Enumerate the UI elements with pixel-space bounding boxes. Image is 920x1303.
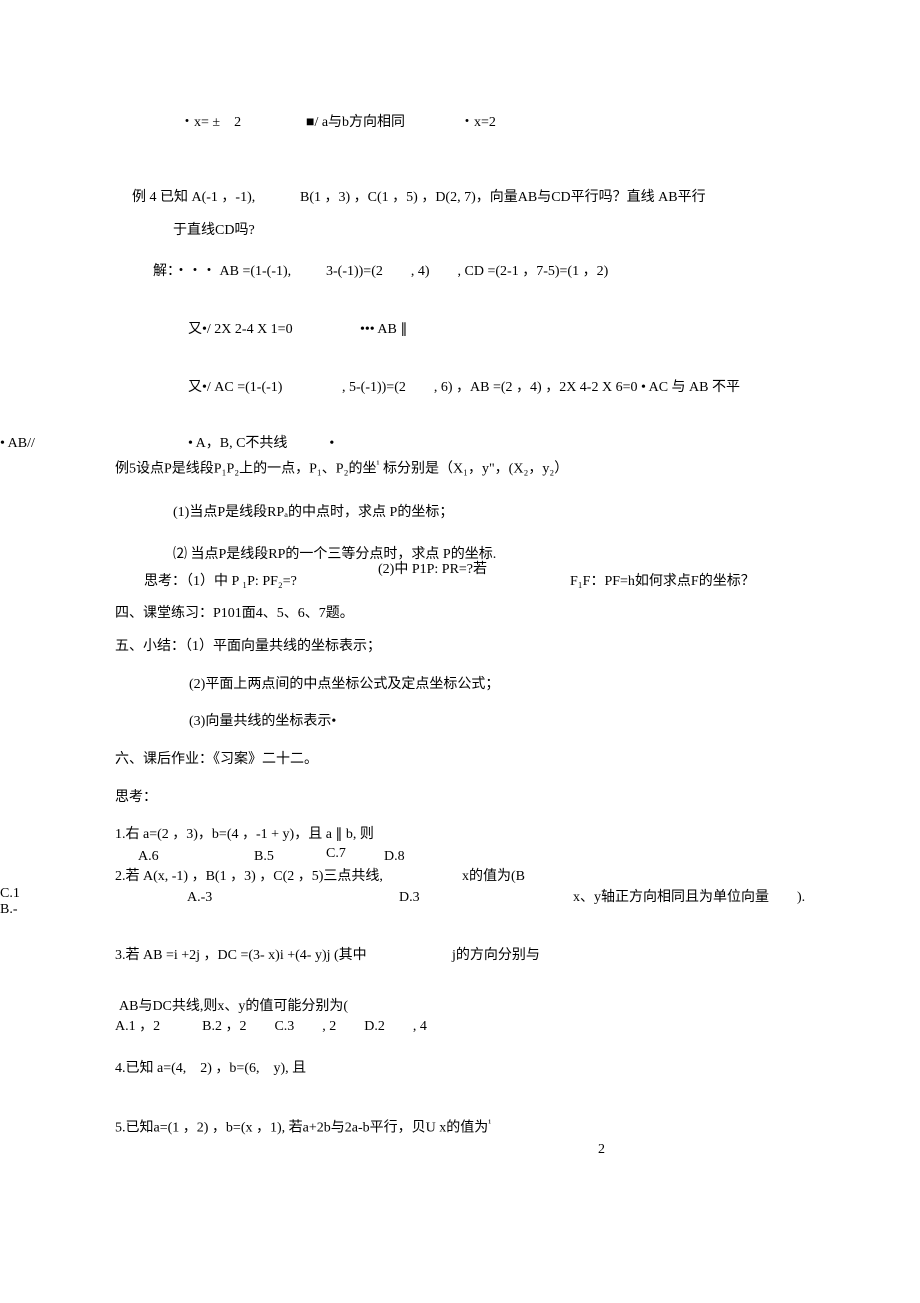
example-5-part1: (1)当点P是线段RPₐ的中点时，求点 P的坐标； xyxy=(173,503,453,523)
example-4-line2: 于直线CD吗? xyxy=(173,221,255,241)
example-4-solution-3b: , 5-(-1))=(2 , 6) ，AB =(2 ，4) ，2X 4-2 X … xyxy=(342,378,740,398)
example-4-line1b: B(1 ，3) ，C(1 ，5) ，D(2, 7)，向量AB与CD平行吗？直线 … xyxy=(300,188,706,208)
superscript: ¹ xyxy=(488,1118,491,1129)
example-5-think-c: F₁F：PF=h如何求点F的坐标？ xyxy=(570,572,755,592)
page-number: 2 xyxy=(598,1140,605,1160)
example-4-solution-1a: 解：・・・ AB =(1-(-1), xyxy=(153,262,291,282)
margin-b-neg: B.- xyxy=(0,900,18,920)
example-4-solution-3a: 又•/ AC =(1-(-1) xyxy=(188,378,282,398)
question-3-opts: A.1 ，2 B.2 ，2 C.3 , 2 D.2 , 4 xyxy=(115,1017,427,1037)
example-4-solution-1b: 3-(-1))=(2 , 4) , CD =(2-1 ，7-5)=(1 ，2) xyxy=(326,262,608,282)
example-5-text-b: 标分别是（X₁，y"，(X₂，y₂） xyxy=(383,462,568,477)
question-3-c: AB与DC共线,则x、y的值可能分别为( xyxy=(119,997,348,1017)
question-2-b: x的值为(B xyxy=(462,867,525,887)
example-5-think-b: (2)中 P1P: PR=?若 xyxy=(378,560,487,580)
example-5-text: 例5设点P是线段P₁P₂上的一点，P₁、P₂的坐 xyxy=(115,462,376,477)
question-2-right: x、y轴正方向相同且为单位向量 ). xyxy=(573,888,805,908)
section-5: 五、小结：（1）平面向量共线的坐标表示； xyxy=(115,637,381,657)
question-3: 3.若 AB =i +2j ，DC =(3- x)i +(4- y)j (其中 xyxy=(115,946,367,966)
question-2: 2.若 A(x, -1) ，B(1 ，3) ，C(2 ，5)三点共线, xyxy=(115,867,383,887)
question-2-opt-d: D.3 xyxy=(399,888,420,908)
question-1: 1.右 a=(2 ，3)，b=(4 ，-1 + y)，且 a ∥ b, 则 xyxy=(115,825,374,845)
question-1-opt-a: A.6 xyxy=(138,847,159,867)
example-4-solution-2a: 又•/ 2X 2-4 X 1=0 xyxy=(188,320,293,340)
question-1-opt-d: D.8 xyxy=(384,847,405,867)
superscript: ¹ xyxy=(376,459,379,470)
abc-not-collinear: • A，B, C不共线 • xyxy=(188,434,334,454)
question-5-text: 5.已知a=(1 ，2) ，b=(x ，1), 若a+2b与2a-b平行，贝U … xyxy=(115,1121,488,1136)
example-4-line1: 例 4 已知 A(-1 ，-1), xyxy=(132,188,255,208)
margin-ab-parallel: • AB// xyxy=(0,434,35,454)
question-5: 5.已知a=(1 ，2) ，b=(x ，1), 若a+2b与2a-b平行，贝U … xyxy=(115,1117,491,1138)
think-label: 思考： xyxy=(115,788,157,808)
example-5-think-a: 思考：（1）中 P ₁P: PF₂=? xyxy=(144,572,297,592)
text-line: ・x= ± 2 xyxy=(180,113,241,133)
text-line: ・x=2 xyxy=(460,113,496,133)
section-4: 四、课堂练习：P101面4、5、6、7题。 xyxy=(115,604,354,624)
question-2-opt-a: A.-3 xyxy=(187,888,212,908)
question-1-opt-c: C.7 xyxy=(326,844,346,864)
example-5-title: 例5设点P是线段P₁P₂上的一点，P₁、P₂的坐¹ 标分别是（X₁，y"，(X₂… xyxy=(115,458,568,479)
section-5-item3: (3)向量共线的坐标表示• xyxy=(189,712,336,732)
text-line: ■/ a与b方向相同 xyxy=(306,113,405,133)
example-4-solution-2b: ••• AB ∥ xyxy=(360,320,407,340)
section-5-item2: (2)平面上两点间的中点坐标公式及定点坐标公式； xyxy=(189,675,499,695)
question-1-opt-b: B.5 xyxy=(254,847,274,867)
question-4: 4.已知 a=(4, 2) ，b=(6, y), 且 xyxy=(115,1059,306,1079)
document-page: ・x= ± 2 ■/ a与b方向相同 ・x=2 例 4 已知 A(-1 ，-1)… xyxy=(0,0,920,1303)
section-6: 六、课后作业：《习案》二十二。 xyxy=(115,750,318,770)
question-3-b: j的方向分别与 xyxy=(452,946,540,966)
